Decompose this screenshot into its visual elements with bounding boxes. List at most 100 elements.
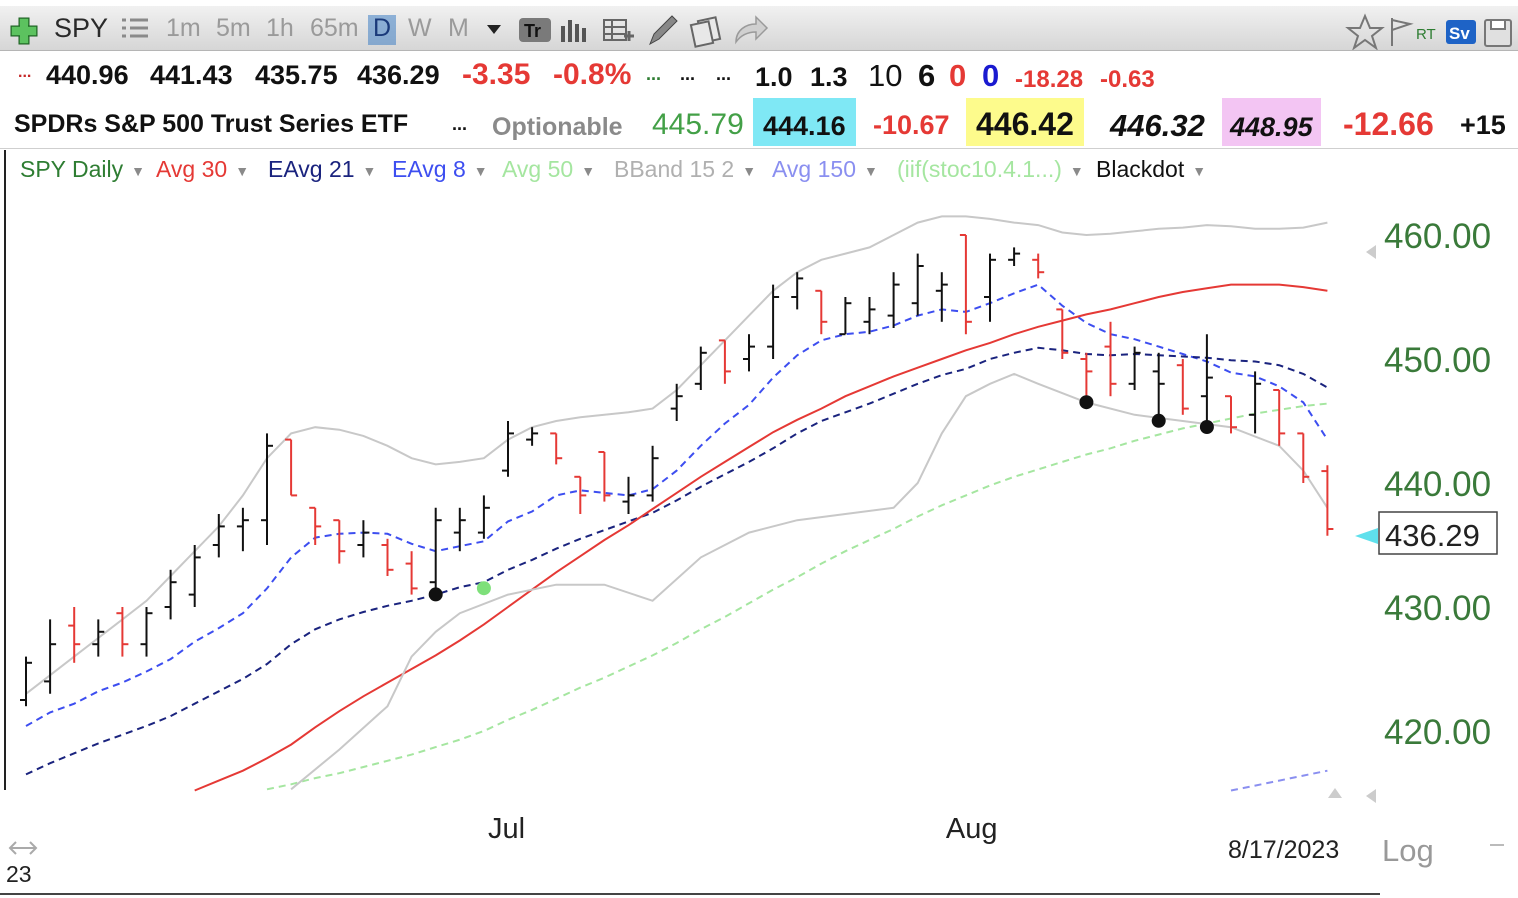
quote-v8: -0.63 xyxy=(1100,66,1155,93)
scroll-up-arrow-icon[interactable] xyxy=(1328,788,1342,798)
ohlc-bar xyxy=(1152,352,1165,415)
green-dot-signal xyxy=(476,581,491,596)
study-label: Avg 150 xyxy=(772,156,856,182)
chevron-down-icon[interactable]: ▼ xyxy=(362,162,377,179)
sv-badge[interactable]: Sv xyxy=(1449,24,1470,43)
chevron-down-icon[interactable] xyxy=(487,25,501,34)
table-icon[interactable] xyxy=(603,19,634,41)
pencil-icon[interactable] xyxy=(649,15,678,46)
interval-5m[interactable]: 5m xyxy=(216,14,251,42)
year-label: 23 xyxy=(6,861,32,887)
interval-w[interactable]: W xyxy=(408,14,432,42)
quote-last: 436.29 xyxy=(357,60,440,90)
blackdot-signal xyxy=(1079,395,1094,410)
ohlc-bar xyxy=(188,545,201,607)
pages-icon[interactable] xyxy=(689,16,722,48)
ellipsis-2: ... xyxy=(646,64,662,84)
chevron-down-icon[interactable]: ▼ xyxy=(235,162,250,179)
interval-selected-bg xyxy=(368,15,396,45)
ohlc-bar xyxy=(1321,465,1334,536)
price-bars xyxy=(20,234,1334,707)
ohlc-bar xyxy=(839,297,852,336)
bband-lower-line xyxy=(290,372,1329,791)
chevron-down-icon[interactable]: ▼ xyxy=(1192,162,1207,179)
log-scale-toggle[interactable]: Log xyxy=(1382,833,1434,868)
interval-65m[interactable]: 65m xyxy=(310,14,359,42)
ohlc-bar xyxy=(20,656,32,707)
study-eavg-8[interactable]: EAvg 8 ▼ xyxy=(392,156,488,183)
sv-badge-bg[interactable] xyxy=(1446,20,1476,44)
save-icon[interactable] xyxy=(1484,19,1512,47)
chevron-down-icon[interactable]: ▼ xyxy=(742,162,757,179)
scroll-arrows-icon[interactable] xyxy=(8,841,38,855)
ohlc-bar xyxy=(140,607,153,657)
study-iif-stoc[interactable]: (iif(stoc10.4.1...) ▼ xyxy=(897,156,1084,183)
interval-1h[interactable]: 1h xyxy=(266,14,294,42)
study-label: Avg 50 xyxy=(502,156,574,182)
scroll-left-arrow-icon[interactable] xyxy=(1366,789,1376,803)
ohlc-bar xyxy=(984,253,996,322)
ohlc-bar xyxy=(550,432,563,465)
quote-low: 435.75 xyxy=(255,60,338,90)
y-tick-label: 460.00 xyxy=(1384,217,1491,256)
ohlc-bar xyxy=(236,507,249,552)
symbol-label[interactable]: SPY xyxy=(54,13,109,43)
quote-change: -3.35 xyxy=(462,58,531,91)
text-icon[interactable]: Tr xyxy=(519,18,551,42)
flag-icon[interactable] xyxy=(1391,18,1414,46)
interval-m[interactable]: M xyxy=(448,14,469,42)
quote-p3: -10.67 xyxy=(873,110,950,140)
ohlc-bar xyxy=(1008,247,1021,266)
chevron-down-icon[interactable]: ▼ xyxy=(863,162,878,179)
interval-1m[interactable]: 1m xyxy=(166,14,201,42)
study-spy-daily[interactable]: SPY Daily ▼ xyxy=(20,156,145,183)
ohlc-bar xyxy=(815,289,828,335)
chevron-down-icon[interactable]: ▼ xyxy=(1069,162,1084,179)
study-eavg-21[interactable]: EAvg 21 ▼ xyxy=(268,156,376,183)
ohlc-bar xyxy=(1032,253,1045,279)
share-arrow-icon[interactable] xyxy=(735,15,769,45)
indicator-lines xyxy=(25,215,1329,792)
bar-style-icon[interactable] xyxy=(561,20,586,42)
interval-d[interactable]: D xyxy=(373,14,392,42)
axis-left-arrow-icon[interactable] xyxy=(1366,245,1376,259)
ohlc-bar xyxy=(622,476,635,514)
study-avg-50[interactable]: Avg 50 ▼ xyxy=(502,156,595,183)
ohlc-bar xyxy=(718,339,731,384)
rt-badge[interactable]: RT xyxy=(1416,26,1436,43)
ohlc-bar xyxy=(261,433,273,545)
quote-row-1: ... 440.96 441.43 435.75 436.29 -3.35 -0… xyxy=(0,56,1518,100)
star-icon[interactable] xyxy=(1345,13,1385,50)
header-separator xyxy=(0,148,1518,149)
chevron-down-icon[interactable]: ▼ xyxy=(581,162,596,179)
study-label: BBand 15 2 xyxy=(614,156,735,182)
study-avg-150[interactable]: Avg 150 ▼ xyxy=(772,156,878,183)
quote-open: 440.96 xyxy=(46,60,129,90)
study-label: Avg 30 xyxy=(156,156,228,182)
ohlc-bar xyxy=(116,607,129,657)
ohlc-bar xyxy=(670,383,683,421)
toolbar: Tr RT Sv SPY xyxy=(0,6,1518,51)
ellipsis-4: ... xyxy=(716,64,732,84)
add-symbol-icon[interactable] xyxy=(10,17,38,45)
ohlc-bar xyxy=(1225,395,1237,434)
quote-p8: +15 xyxy=(1460,110,1506,140)
chevron-down-icon[interactable]: ▼ xyxy=(131,162,145,179)
ohlc-bar xyxy=(1249,371,1262,434)
quote-p6: 448.95 xyxy=(1222,98,1321,146)
study-bband[interactable]: BBand 15 2 ▼ xyxy=(614,156,756,183)
list-icon[interactable] xyxy=(122,18,148,38)
quote-row-2: SPDRs S&P 500 Trust Series ETF ... Optio… xyxy=(0,98,1518,148)
study-blackdot[interactable]: Blackdot ▼ xyxy=(1096,156,1206,183)
date-label: 8/17/2023 xyxy=(1228,836,1339,864)
avg-150-line xyxy=(1230,769,1328,792)
quote-p7: -12.66 xyxy=(1343,106,1434,142)
chevron-down-icon[interactable]: ▼ xyxy=(473,162,488,179)
optionable-label: Optionable xyxy=(492,113,623,141)
bband-upper-line xyxy=(25,215,1328,695)
study-avg-30[interactable]: Avg 30 ▼ xyxy=(156,156,249,183)
study-label: EAvg 21 xyxy=(268,156,355,182)
eavg-21-line xyxy=(25,346,1328,776)
quote-v6: 0 xyxy=(982,58,1000,93)
avg-30-line xyxy=(194,283,1328,792)
